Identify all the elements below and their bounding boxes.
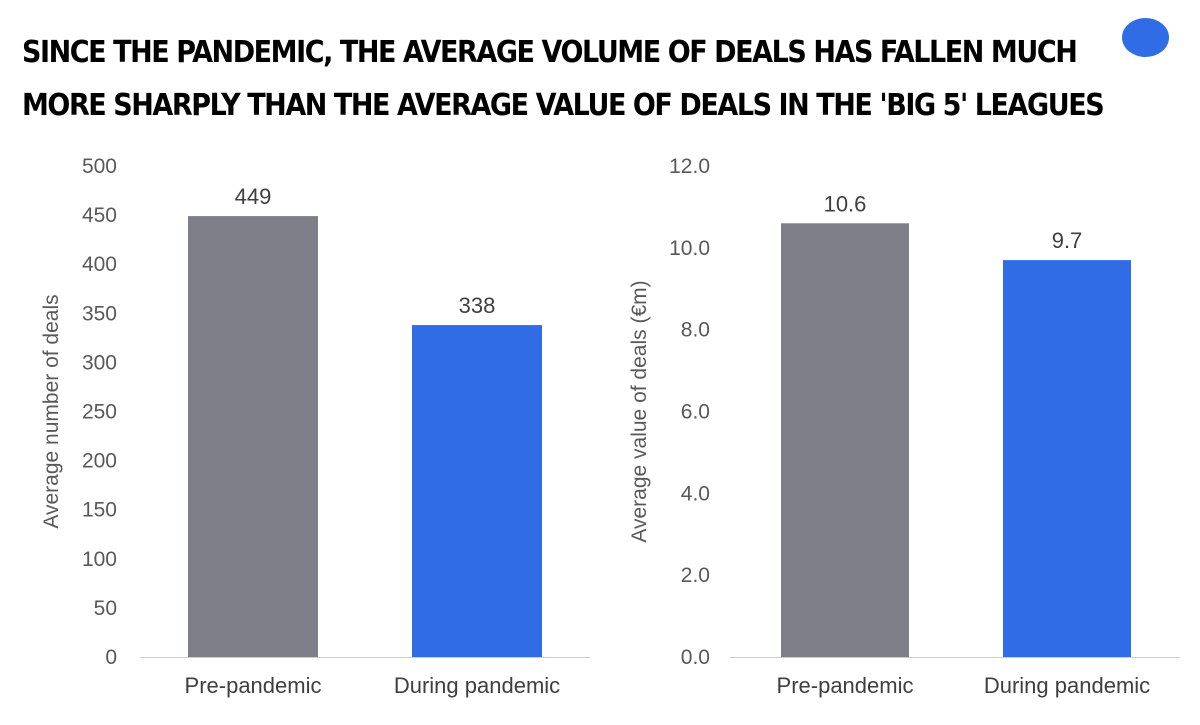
volume-y-tick-label: 100 (82, 548, 117, 571)
volume-category-label: Pre-pandemic (185, 673, 322, 698)
chart-title: Since the pandemic, the average volume o… (22, 26, 1105, 132)
chart-title-line-1: Since the pandemic, the average volume o… (22, 35, 1078, 70)
volume-bar-during-pandemic (412, 325, 542, 657)
value-bar-during-pandemic (1003, 260, 1131, 657)
volume-y-axis-label: Average number of deals (40, 294, 63, 528)
volume-data-label: 449 (235, 184, 272, 209)
value-data-label: 10.6 (824, 191, 867, 216)
value-category-label: Pre-pandemic (777, 673, 914, 698)
deals-volume-chart: 0 50 100 150 200 250 300 350 400 450 500 Average nu… (40, 155, 590, 698)
value-y-tick-label: 6.0 (681, 401, 710, 424)
value-category-label: During pandemic (984, 673, 1150, 698)
value-y-tick-label: 4.0 (681, 482, 710, 505)
value-y-tick-label: 10.0 (669, 237, 710, 260)
volume-data-label: 338 (459, 293, 496, 318)
volume-category-label: During pandemic (394, 673, 560, 698)
volume-y-tick-label: 450 (82, 204, 117, 227)
value-y-axis-label: Average value of deals (€m) (628, 280, 651, 542)
brand-logo-dot (1122, 18, 1169, 57)
volume-y-tick-label: 50 (94, 597, 117, 620)
volume-y-tick-label: 300 (82, 351, 117, 374)
volume-bar-pre-pandemic (188, 216, 318, 657)
volume-y-tick-label: 0 (105, 646, 117, 669)
value-y-tick-label: 8.0 (681, 319, 710, 342)
volume-y-tick-label: 250 (82, 401, 117, 424)
value-y-tick-label: 0.0 (681, 646, 710, 669)
deals-value-chart: 0.0 2.0 4.0 6.0 8.0 10.0 12.0 Average value of … (628, 155, 1180, 698)
value-bar-pre-pandemic (781, 223, 909, 658)
volume-y-tick-label: 400 (82, 253, 117, 276)
value-y-tick-label: 2.0 (681, 564, 710, 587)
volume-y-tick-label: 350 (82, 302, 117, 325)
chart-title-line-2: more sharply than the average value of d… (22, 88, 1105, 123)
volume-y-tick-label: 150 (82, 499, 117, 522)
volume-y-tick-label: 200 (82, 450, 117, 473)
value-y-tick-label: 12.0 (669, 155, 710, 178)
value-data-label: 9.7 (1052, 228, 1083, 253)
volume-y-tick-label: 500 (82, 155, 117, 178)
